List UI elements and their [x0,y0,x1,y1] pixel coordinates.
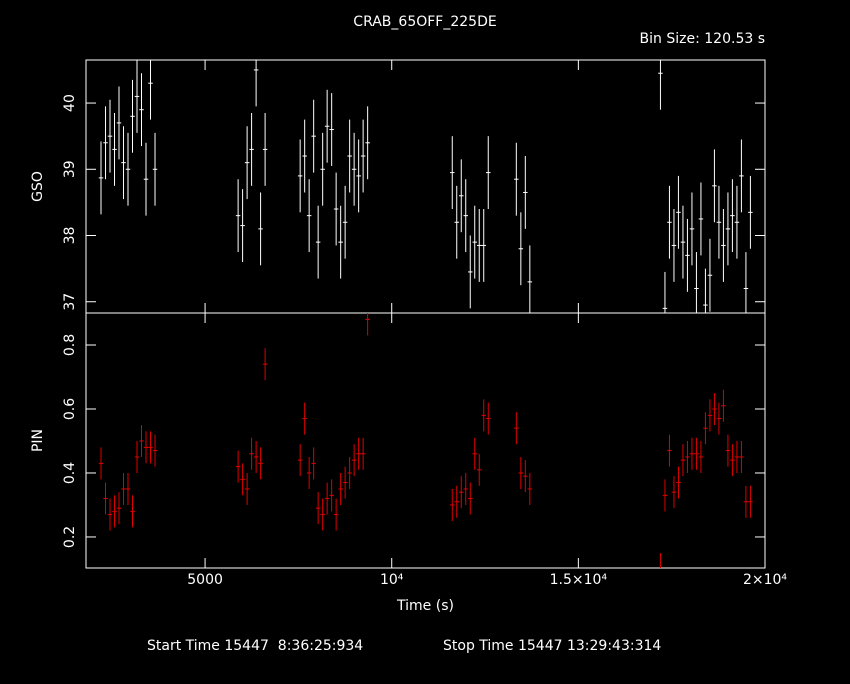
data-points [98,313,753,568]
y-tick-label: 0.8 [62,334,78,356]
x-tick-label: 10⁴ [380,572,404,588]
y-tick-label: 39 [62,160,78,178]
start-time: Start Time 15447 8:36:25:934 [147,638,363,654]
y-axis-label: PIN [30,429,46,452]
panel-frame [85,312,766,569]
stop-time: Stop Time 15447 13:29:43:314 [443,638,661,654]
x-tick-label: 5000 [187,572,223,588]
y-tick-label: 0.4 [62,462,78,484]
y-axis-label: GSO [30,171,46,202]
y-tick-label: 0.6 [62,398,78,420]
x-axis-label: Time (s) [396,598,454,614]
y-tick-label: 40 [62,94,78,112]
bin-size: Bin Size: 120.53 s [640,31,765,47]
y-tick-label: 37 [62,293,78,311]
x-tick-label: 2×10⁴ [743,572,787,588]
data-points [98,60,753,313]
y-tick-label: 0.2 [62,526,78,548]
y-tick-label: 38 [62,227,78,245]
chart-title: CRAB_65OFF_225DE [353,14,496,30]
x-tick-label: 1.5×10⁴ [550,572,608,588]
